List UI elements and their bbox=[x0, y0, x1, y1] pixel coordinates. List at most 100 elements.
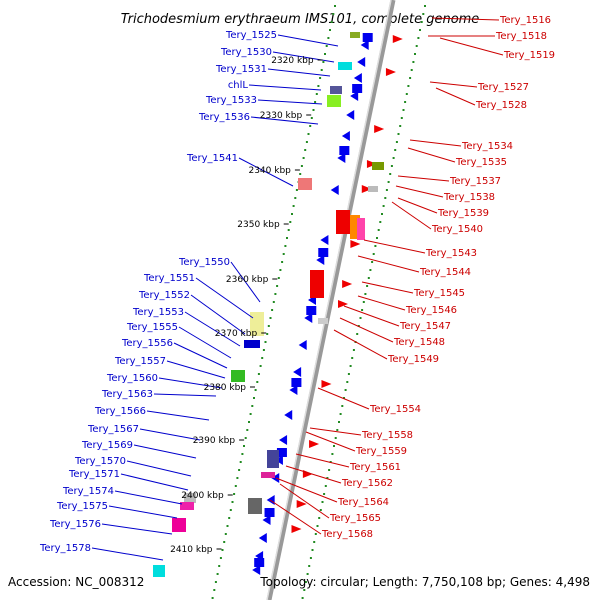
label-leader-line bbox=[279, 483, 330, 519]
kbp-tick-label: 2320 kbp bbox=[271, 56, 314, 66]
reverse-gene-label: Tery_1545 bbox=[413, 288, 465, 299]
label-leader-line bbox=[101, 523, 173, 535]
forward-gene-block bbox=[254, 558, 265, 567]
forward-gene-arrow bbox=[289, 385, 298, 395]
reverse-gene-label: Tery_1544 bbox=[419, 267, 471, 278]
label-leader-line bbox=[230, 261, 261, 303]
gene-block bbox=[350, 32, 360, 38]
forward-gene-arrow bbox=[304, 313, 313, 323]
label-leader-line bbox=[339, 317, 394, 343]
label-leader-line bbox=[409, 139, 462, 147]
forward-gene-label: Tery_1567 bbox=[87, 424, 139, 435]
reverse-gene-label: Tery_1528 bbox=[475, 100, 527, 111]
forward-gene-label: Tery_1563 bbox=[101, 389, 153, 400]
gene-block bbox=[357, 218, 365, 240]
forward-gene-label: Tery_1530 bbox=[220, 47, 272, 58]
kbp-tick-label: 2330 kbp bbox=[260, 111, 303, 121]
label-leader-line bbox=[190, 294, 246, 335]
gene-block bbox=[267, 450, 279, 468]
forward-gene-arrow bbox=[350, 91, 359, 101]
label-leader-line bbox=[435, 87, 476, 106]
forward-gene-arrow bbox=[341, 131, 350, 141]
label-leader-line bbox=[295, 453, 350, 468]
reverse-gene-label: Tery_1565 bbox=[329, 513, 381, 524]
kbp-tick-label: 2390 kbp bbox=[193, 436, 236, 446]
forward-gene-block bbox=[352, 84, 363, 93]
label-leader-line bbox=[267, 68, 331, 77]
forward-gene-arrow bbox=[298, 340, 307, 350]
reverse-gene-arrow bbox=[291, 525, 302, 533]
forward-gene-block bbox=[306, 306, 317, 315]
forward-gene-label: Tery_1553 bbox=[132, 307, 184, 318]
gene-block bbox=[330, 86, 342, 94]
reverse-gene-label: Tery_1554 bbox=[369, 404, 421, 415]
label-leader-line bbox=[248, 84, 322, 91]
gene-block bbox=[368, 186, 378, 192]
forward-gene-label: chlL bbox=[228, 80, 249, 91]
gene-block bbox=[327, 95, 341, 107]
gene-block bbox=[184, 493, 196, 503]
gene-block bbox=[298, 178, 312, 190]
label-leader-line bbox=[272, 51, 335, 63]
forward-gene-arrow bbox=[330, 185, 339, 195]
forward-gene-arrow bbox=[357, 57, 366, 67]
label-leader-line bbox=[357, 295, 406, 311]
gene-block bbox=[372, 162, 384, 170]
forward-gene-label: Tery_1560 bbox=[106, 373, 158, 384]
kbp-tick-label: 2340 kbp bbox=[248, 166, 291, 176]
kbp-tick-label: 2380 kbp bbox=[204, 383, 247, 393]
gene-block bbox=[310, 270, 324, 298]
inner-dotted-track bbox=[211, 5, 336, 599]
forward-gene-label: Tery_1550 bbox=[178, 257, 230, 268]
label-leader-line bbox=[114, 490, 183, 505]
label-leader-line bbox=[120, 473, 189, 491]
kbp-tick-label: 2350 kbp bbox=[237, 220, 280, 230]
gene-block bbox=[180, 502, 194, 510]
reverse-gene-label: Tery_1562 bbox=[341, 478, 393, 489]
reverse-gene-arrow bbox=[366, 160, 377, 168]
gene-block bbox=[231, 370, 245, 382]
label-leader-line bbox=[429, 81, 478, 88]
backbone bbox=[266, 0, 396, 600]
forward-gene-label: Tery_1570 bbox=[74, 456, 126, 467]
kbp-tick-label: 2400 kbp bbox=[181, 491, 224, 501]
label-leader-line bbox=[333, 329, 388, 360]
label-leader-line bbox=[343, 305, 400, 327]
reverse-gene-arrow bbox=[374, 125, 385, 133]
label-leader-line bbox=[361, 281, 414, 294]
forward-gene-block bbox=[318, 248, 329, 257]
kbp-ruler: 2320 kbp 2330 kbp 2340 kbp 2350 kbp 2360 kbp… bbox=[170, 56, 323, 555]
map-title: Trichodesmium erythraeum IMS101, complet… bbox=[121, 12, 480, 27]
label-leader-line bbox=[146, 410, 210, 421]
label-leader-line bbox=[277, 34, 339, 47]
reverse-gene-label: Tery_1559 bbox=[355, 446, 407, 457]
forward-gene-label: Tery_1578 bbox=[39, 543, 91, 554]
reverse-gene-arrow bbox=[361, 185, 372, 193]
reverse-gene-label: Tery_1538 bbox=[443, 192, 495, 203]
reverse-gene-arrow bbox=[321, 380, 332, 388]
gene-block bbox=[336, 210, 350, 234]
forward-gene-arrow bbox=[262, 515, 271, 525]
reverse-gene-label: Tery_1568 bbox=[321, 529, 373, 540]
reverse-gene-label: Tery_1561 bbox=[349, 462, 401, 473]
gene-block bbox=[261, 472, 275, 478]
forward-gene-block bbox=[291, 378, 302, 387]
forward-gene-arrow bbox=[293, 367, 302, 377]
gene-block bbox=[248, 498, 262, 514]
reverse-gene-label: Tery_1519 bbox=[503, 50, 555, 61]
forward-gene-arrow bbox=[258, 533, 267, 543]
label-leaders bbox=[91, 17, 504, 561]
label-leader-line bbox=[305, 431, 356, 452]
forward-gene-label: Tery_1551 bbox=[143, 273, 195, 284]
gene-labels: Tery_1525 Tery_1530 Tery_1531 chlL Tery_1533… bbox=[39, 15, 555, 554]
reverse-gene-arrow bbox=[296, 500, 307, 508]
reverse-gene-label: Tery_1558 bbox=[361, 430, 413, 441]
reverse-gene-label: Tery_1527 bbox=[477, 82, 529, 93]
forward-gene-label: Tery_1557 bbox=[114, 356, 166, 367]
forward-gene-label: Tery_1541 bbox=[186, 153, 238, 164]
forward-gene-arrow bbox=[279, 435, 288, 445]
label-leader-line bbox=[126, 460, 192, 477]
reverse-gene-label: Tery_1543 bbox=[425, 248, 477, 259]
forward-gene-arrow bbox=[337, 153, 346, 163]
reverse-gene-label: Tery_1518 bbox=[495, 31, 547, 42]
